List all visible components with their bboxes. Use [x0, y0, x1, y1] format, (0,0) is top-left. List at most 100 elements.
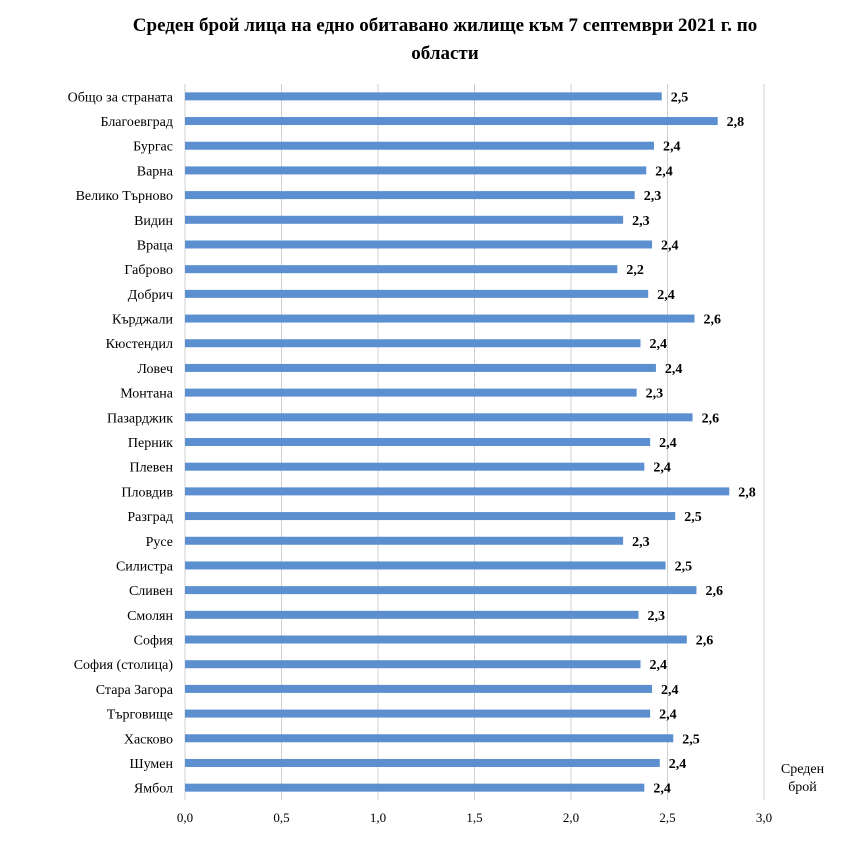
data-label: 2,4 [661, 238, 679, 253]
category-label: Смолян [127, 609, 173, 624]
bar [185, 363, 656, 372]
data-label: 2,3 [644, 189, 662, 204]
bar [185, 487, 730, 496]
category-label: София (столица) [74, 658, 174, 673]
category-label: Сливен [129, 584, 174, 599]
bar [185, 388, 637, 397]
data-label: 2,4 [649, 337, 667, 352]
data-label: 2,4 [659, 708, 677, 723]
category-label: Плевен [129, 461, 173, 476]
category-label: Враца [137, 238, 174, 253]
category-labels: Общо за страната Благоевград Бургас Варна Ве… [68, 90, 174, 796]
data-label: 2,3 [646, 387, 664, 402]
category-label: Пловдив [121, 485, 173, 500]
bar [185, 166, 647, 175]
x-tick-label: 1,0 [370, 810, 386, 825]
bar [185, 536, 624, 545]
category-label: Русе [146, 535, 173, 550]
category-label: Перник [128, 436, 173, 451]
data-labels: 2,52,82,42,42,32,32,42,22,42,62,42,42,32… [626, 90, 755, 796]
category-label: Ямбол [134, 782, 173, 797]
bar [185, 117, 718, 126]
bar [185, 339, 641, 348]
data-label: 2,3 [632, 214, 650, 229]
category-label: Общо за страната [68, 90, 174, 105]
data-label: 2,5 [682, 732, 700, 747]
category-label: Кърджали [112, 313, 174, 328]
x-tick-labels: 0,0 0,5 1,0 1,5 2,0 2,5 3,0 [177, 810, 772, 825]
bar [185, 512, 676, 521]
data-label: 2,4 [657, 288, 675, 303]
x-axis-title: Среден брой [780, 762, 825, 795]
data-label: 2,6 [704, 313, 722, 328]
data-label: 2,3 [632, 535, 650, 550]
data-label: 2,5 [684, 510, 702, 525]
data-label: 2,4 [655, 164, 673, 179]
bar [185, 141, 654, 150]
data-label: 2,8 [738, 485, 756, 500]
category-label: Габрово [124, 263, 173, 278]
data-label: 2,4 [649, 658, 667, 673]
x-tick-label: 2,5 [659, 810, 675, 825]
data-label: 2,4 [665, 362, 683, 377]
category-label: Видин [134, 214, 173, 229]
bar [185, 240, 653, 249]
bar [185, 191, 635, 200]
bar [185, 289, 649, 298]
bar [185, 758, 660, 767]
x-tick-label: 2,0 [563, 810, 579, 825]
x-tick-label: 0,5 [273, 810, 289, 825]
data-label: 2,8 [727, 115, 745, 130]
category-label: Бургас [133, 140, 173, 155]
category-label: Велико Търново [76, 189, 173, 204]
data-label: 2,6 [702, 411, 720, 426]
bar [185, 92, 662, 101]
bar [185, 684, 653, 693]
data-label: 2,4 [659, 436, 677, 451]
data-label: 2,5 [671, 90, 689, 105]
category-label: Благоевград [100, 115, 173, 130]
bar [185, 734, 674, 743]
bar [185, 586, 697, 595]
x-tick-label: 0,0 [177, 810, 193, 825]
category-label: Варна [137, 164, 174, 179]
data-label: 2,4 [661, 683, 679, 698]
category-label: Силистра [116, 559, 174, 574]
data-label: 2,4 [653, 782, 671, 797]
bar [185, 610, 639, 619]
data-label: 2,2 [626, 263, 644, 278]
data-label: 2,5 [675, 559, 693, 574]
bar [185, 783, 645, 792]
bar [185, 561, 666, 570]
category-label: Кюстендил [106, 337, 173, 352]
bar [185, 215, 624, 224]
bar [185, 709, 651, 718]
category-label: Добрич [128, 288, 173, 303]
bar [185, 635, 687, 644]
category-label: Шумен [129, 757, 173, 772]
x-tick-label: 1,5 [466, 810, 482, 825]
x-tick-label: 3,0 [756, 810, 772, 825]
category-label: Хасково [124, 732, 173, 747]
bars [185, 92, 730, 792]
bar [185, 462, 645, 471]
category-label: Монтана [120, 387, 174, 402]
category-label: Пазарджик [107, 411, 173, 426]
category-label: Разград [127, 510, 173, 525]
data-label: 2,6 [696, 634, 714, 649]
data-label: 2,4 [663, 140, 681, 155]
data-label: 2,6 [705, 584, 723, 599]
bar [185, 438, 651, 446]
data-label: 2,4 [669, 757, 687, 772]
data-label: 2,4 [653, 461, 671, 476]
bar [185, 314, 695, 323]
data-label: 2,3 [648, 609, 666, 624]
bar [185, 413, 693, 422]
category-label: София [134, 634, 174, 649]
chart-title: Среден брой лица на едно обитавано жилищ… [132, 15, 758, 64]
category-label: Ловеч [137, 362, 173, 377]
bar [185, 265, 618, 274]
category-label: Стара Загора [96, 683, 174, 698]
bar [185, 660, 641, 669]
